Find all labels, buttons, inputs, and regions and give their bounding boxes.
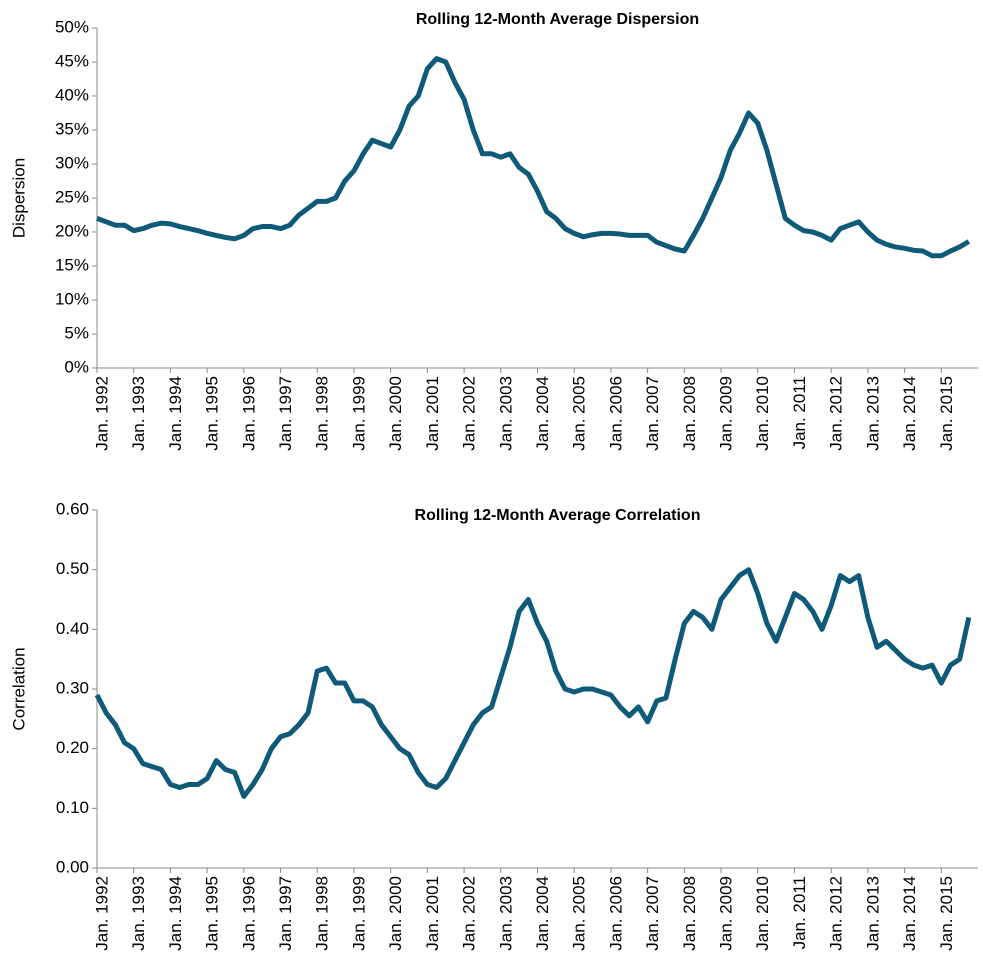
y-tick-label: 0.50 bbox=[56, 559, 89, 578]
chart-title: Rolling 12-Month Average Correlation bbox=[415, 507, 701, 524]
x-tick-label: Jan. 2004 bbox=[533, 376, 552, 451]
y-tick-label: 25% bbox=[55, 187, 89, 206]
data-line bbox=[96, 56, 971, 259]
x-tick-label: Jan. 1998 bbox=[313, 376, 332, 451]
x-tick-label: Jan. 2014 bbox=[900, 876, 919, 951]
x-tick-label: Jan. 2005 bbox=[570, 876, 589, 951]
x-tick-label: Jan. 1998 bbox=[313, 876, 332, 951]
y-tick-label: 50% bbox=[55, 17, 89, 36]
y-tick-label: 0.00 bbox=[56, 857, 89, 876]
x-tick-label: Jan. 1995 bbox=[203, 876, 222, 951]
x-tick-label: Jan. 2012 bbox=[827, 876, 846, 951]
x-tick-label: Jan. 1996 bbox=[239, 376, 258, 451]
x-tick-label: Jan. 2015 bbox=[937, 876, 956, 951]
y-tick-label: 45% bbox=[55, 51, 89, 70]
x-tick-label: Jan. 2011 bbox=[790, 376, 809, 449]
y-tick-label: 0.60 bbox=[56, 499, 89, 518]
x-tick-label: Jan. 1995 bbox=[203, 376, 222, 451]
y-axis-label: Correlation bbox=[9, 647, 28, 730]
y-tick-label: 15% bbox=[55, 255, 89, 274]
x-tick-label: Jan. 2004 bbox=[533, 876, 552, 951]
x-tick-label: Jan. 2003 bbox=[496, 376, 515, 451]
y-tick-label: 10% bbox=[55, 289, 89, 308]
x-tick-label: Jan. 1992 bbox=[92, 376, 111, 451]
x-tick-label: Jan. 1999 bbox=[349, 876, 368, 951]
x-tick-label: Jan. 2005 bbox=[570, 376, 589, 451]
x-tick-label: Jan. 2010 bbox=[753, 876, 772, 951]
x-tick-label: Jan. 2009 bbox=[717, 376, 736, 451]
x-tick-label: Jan. 1994 bbox=[166, 876, 185, 951]
y-tick-label: 0% bbox=[64, 357, 89, 376]
x-tick-label: Jan. 2002 bbox=[460, 376, 479, 451]
data-line bbox=[94, 567, 972, 799]
x-tick-label: Jan. 2010 bbox=[753, 376, 772, 451]
x-tick-label: Jan. 2013 bbox=[863, 376, 882, 451]
y-tick-label: 0.10 bbox=[56, 798, 89, 817]
y-tick-label: 0.30 bbox=[56, 678, 89, 697]
x-tick-label: Jan. 1997 bbox=[276, 376, 295, 451]
x-tick-label: Jan. 2009 bbox=[717, 876, 736, 951]
y-tick-label: 20% bbox=[55, 221, 89, 240]
x-tick-label: Jan. 2003 bbox=[496, 876, 515, 951]
x-tick-label: Jan. 1993 bbox=[129, 376, 148, 451]
x-tick-label: Jan. 2002 bbox=[460, 876, 479, 951]
x-tick-label: Jan. 2013 bbox=[863, 876, 882, 951]
y-axis-label: Dispersion bbox=[9, 158, 28, 238]
y-tick-label: 5% bbox=[64, 323, 89, 342]
x-tick-label: Jan. 2001 bbox=[423, 376, 442, 451]
y-tick-label: 40% bbox=[55, 85, 89, 104]
x-tick-label: Jan. 2006 bbox=[606, 876, 625, 951]
x-tick-label: Jan. 2008 bbox=[680, 376, 699, 451]
x-tick-label: Jan. 1999 bbox=[349, 376, 368, 451]
x-tick-label: Jan. 2012 bbox=[827, 376, 846, 451]
x-tick-label: Jan. 2015 bbox=[937, 376, 956, 451]
x-tick-label: Jan. 2011 bbox=[790, 876, 809, 949]
x-tick-label: Jan. 2000 bbox=[386, 876, 405, 951]
x-tick-label: Jan. 2007 bbox=[643, 376, 662, 451]
y-tick-label: 35% bbox=[55, 119, 89, 138]
x-tick-label: Jan. 2008 bbox=[680, 876, 699, 951]
y-tick-label: 30% bbox=[55, 153, 89, 172]
x-tick-label: Jan. 1997 bbox=[276, 876, 295, 951]
x-tick-label: Jan. 1992 bbox=[92, 876, 111, 951]
y-tick-label: 0.20 bbox=[56, 738, 89, 757]
y-tick-label: 0.40 bbox=[56, 619, 89, 638]
x-tick-label: Jan. 2001 bbox=[423, 876, 442, 951]
x-tick-label: Jan. 1994 bbox=[166, 376, 185, 451]
x-tick-label: Jan. 2000 bbox=[386, 376, 405, 451]
x-tick-label: Jan. 2007 bbox=[643, 876, 662, 951]
x-tick-label: Jan. 1996 bbox=[239, 876, 258, 951]
chart-title: Rolling 12-Month Average Dispersion bbox=[416, 11, 699, 28]
x-tick-label: Jan. 2006 bbox=[606, 376, 625, 451]
x-tick-label: Jan. 2014 bbox=[900, 376, 919, 451]
x-tick-label: Jan. 1993 bbox=[129, 876, 148, 951]
